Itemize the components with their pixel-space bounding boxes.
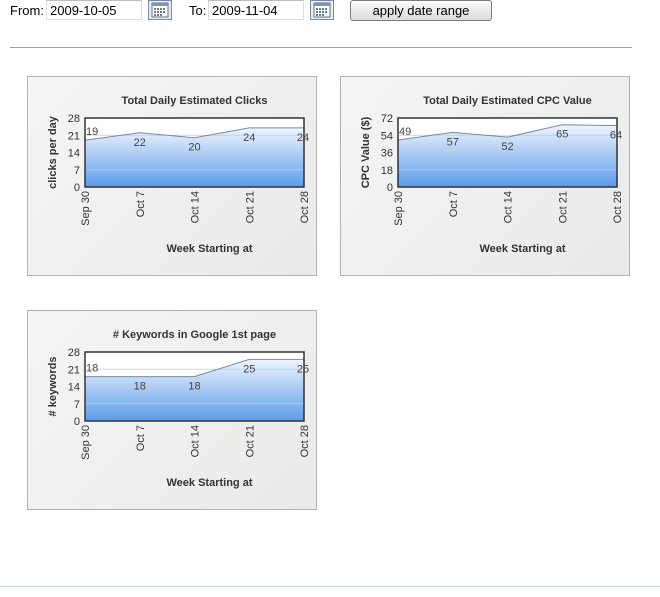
y-tick-label: 36 [381, 148, 393, 160]
x-tick-label: Oct 28 [612, 191, 624, 223]
y-tick-label: 72 [381, 113, 393, 125]
series-line [85, 358, 304, 378]
clicks-chart: Total Daily Estimated Clicks 0 7 14 21 28 Sep … [47, 95, 311, 255]
cpc-value-chart-panel: Total Daily Estimated CPC Value 0 18 36 54 72… [340, 76, 630, 276]
y-tick-label: 0 [74, 182, 80, 194]
x-tick-label: Oct 28 [299, 191, 311, 223]
data-label: 18 [134, 381, 146, 393]
series-area [398, 124, 617, 187]
date-range-toolbar: From: To: apply date range [0, 0, 660, 26]
x-axis-label: Week Starting at [167, 477, 253, 489]
x-tick-label: Sep 30 [80, 191, 92, 226]
calendar-icon [151, 2, 169, 18]
y-tick-label: 7 [74, 399, 80, 411]
plot-frame [84, 117, 305, 188]
x-tick-label: Oct 28 [299, 425, 311, 457]
y-axis-label: # keywords [47, 357, 59, 417]
y-tick-label: 18 [381, 165, 393, 177]
keywords-chart-panel: # Keywords in Google 1st page 0 7 14 21 28 Sep… [27, 310, 317, 510]
series-line [84, 127, 304, 141]
data-label: 20 [188, 142, 200, 154]
series-area [85, 359, 304, 421]
series-line [397, 124, 618, 141]
data-label: 24 [243, 132, 255, 144]
divider [10, 47, 632, 48]
plot-frame [84, 351, 305, 422]
cpc-value-chart: Total Daily Estimated CPC Value 0 18 36 54 72… [360, 95, 624, 255]
y-tick-label: 21 [68, 364, 80, 376]
from-label: From: [10, 3, 44, 18]
x-tick-label: Oct 21 [557, 191, 569, 223]
plot-frame [397, 117, 618, 188]
x-tick-label: Oct 7 [135, 425, 147, 451]
data-label: 65 [556, 129, 568, 141]
chart-title: # Keywords in Google 1st page [113, 329, 276, 341]
keywords-chart: # Keywords in Google 1st page 0 7 14 21 28 Sep… [47, 329, 311, 489]
from-date-input[interactable] [46, 0, 142, 20]
data-label: 25 [297, 363, 309, 375]
from-calendar-button[interactable] [148, 0, 172, 20]
x-tick-label: Oct 21 [244, 425, 256, 457]
to-date-input[interactable] [208, 0, 304, 20]
data-label: 25 [243, 363, 255, 375]
data-label: 22 [134, 137, 146, 149]
y-tick-label: 14 [68, 148, 80, 160]
data-label: 64 [610, 130, 622, 142]
clicks-chart-panel: Total Daily Estimated Clicks 0 7 14 21 28 Sep … [27, 76, 317, 276]
data-label: 57 [447, 136, 459, 148]
data-label: 52 [501, 141, 513, 153]
x-tick-label: Sep 30 [80, 425, 92, 460]
y-tick-label: 21 [68, 130, 80, 142]
x-axis-label: Week Starting at [167, 243, 253, 255]
footer-divider [0, 586, 660, 587]
to-label: To: [189, 3, 207, 18]
x-tick-label: Oct 7 [135, 191, 147, 217]
chart-title: Total Daily Estimated Clicks [122, 95, 268, 107]
x-tick-label: Oct 14 [503, 191, 515, 223]
x-tick-label: Oct 14 [190, 425, 202, 457]
y-tick-label: 0 [74, 416, 80, 428]
x-tick-label: Sep 30 [393, 191, 405, 226]
chart-title: Total Daily Estimated CPC Value [423, 95, 592, 107]
x-tick-label: Oct 7 [448, 191, 460, 217]
series-area [85, 127, 304, 187]
to-calendar-button[interactable] [310, 0, 334, 20]
data-label: 49 [399, 126, 411, 138]
x-tick-label: Oct 21 [244, 191, 256, 223]
data-label: 18 [188, 381, 200, 393]
data-label: 19 [86, 126, 98, 138]
y-tick-label: 28 [68, 113, 80, 125]
y-tick-label: 54 [381, 130, 393, 142]
y-axis-label: CPC Value ($) [360, 116, 372, 188]
x-tick-label: Oct 14 [190, 191, 202, 223]
y-tick-label: 28 [68, 347, 80, 359]
x-axis-label: Week Starting at [480, 243, 566, 255]
y-axis-label: clicks per day [47, 115, 59, 189]
apply-date-range-button[interactable]: apply date range [350, 0, 492, 21]
data-label: 18 [86, 363, 98, 375]
y-tick-label: 14 [68, 382, 80, 394]
calendar-icon [313, 2, 331, 18]
y-tick-label: 0 [387, 182, 393, 194]
data-label: 24 [297, 132, 309, 144]
y-tick-label: 7 [74, 165, 80, 177]
